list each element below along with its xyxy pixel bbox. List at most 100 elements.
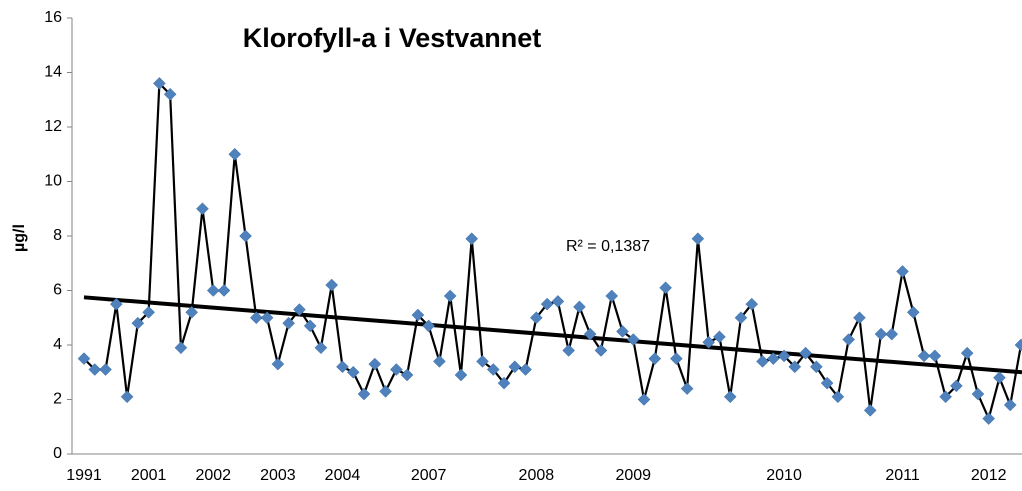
- y-tick-label: 4: [53, 336, 62, 353]
- data-point: [831, 390, 845, 404]
- data-point: [810, 360, 823, 374]
- data-point: [928, 349, 942, 363]
- data-point: [670, 352, 683, 365]
- data-point: [497, 376, 511, 390]
- y-tick-label: 14: [44, 64, 62, 81]
- data-point: [562, 344, 576, 357]
- x-tick-label: 2009: [615, 467, 651, 484]
- data-point: [379, 384, 392, 398]
- x-tick-label: 2008: [519, 467, 555, 484]
- data-point: [389, 363, 403, 376]
- y-tick-label: 16: [44, 9, 62, 26]
- data-point: [842, 333, 856, 346]
- data-point: [368, 357, 382, 371]
- data-point: [529, 311, 543, 325]
- y-tick-label: 0: [53, 445, 62, 462]
- data-point: [239, 229, 252, 243]
- y-tick-label: 8: [53, 227, 62, 244]
- data-line: [83, 80, 1022, 422]
- data-point: [120, 390, 134, 404]
- data-point: [465, 232, 479, 246]
- data-point: [982, 412, 996, 425]
- data-point: [573, 300, 586, 314]
- x-tick-label: 2003: [260, 467, 296, 484]
- y-tick-label: 6: [53, 282, 62, 299]
- data-point: [756, 354, 769, 368]
- data-point: [486, 363, 500, 376]
- data-point: [637, 393, 651, 406]
- y-tick-label: 2: [53, 391, 62, 408]
- x-tick-label: 1991: [66, 467, 102, 484]
- data-point: [906, 305, 920, 319]
- data-point: [702, 335, 716, 349]
- y-tick-label: 12: [44, 118, 62, 135]
- data-point: [788, 360, 802, 374]
- data-point: [346, 365, 360, 379]
- data-point: [249, 311, 263, 325]
- data-point: [885, 327, 899, 341]
- data-point: [422, 319, 435, 333]
- data-point: [680, 382, 694, 395]
- data-point: [411, 308, 425, 322]
- data-point: [99, 363, 112, 376]
- data-point: [777, 349, 791, 363]
- data-point: [551, 295, 565, 308]
- data-point: [1003, 398, 1017, 412]
- trend-line: [83, 295, 1022, 375]
- data-point: [766, 352, 780, 365]
- data-point: [109, 297, 123, 311]
- data-point: [185, 305, 199, 319]
- data-point: [77, 352, 91, 365]
- x-tick-label: 2010: [766, 467, 802, 484]
- data-point: [260, 311, 274, 325]
- data-point: [271, 357, 285, 371]
- x-tick-label: 2011: [885, 467, 920, 484]
- data-point: [820, 376, 834, 390]
- data-point: [691, 232, 705, 246]
- data-point: [336, 360, 349, 374]
- x-tick-label: 2007: [411, 467, 447, 484]
- data-point: [519, 363, 532, 376]
- data-point: [950, 379, 963, 393]
- data-point: [863, 404, 877, 417]
- data-point: [174, 341, 188, 355]
- data-point: [303, 319, 317, 333]
- data-point: [163, 87, 177, 101]
- y-axis-label: µg/l: [11, 224, 28, 252]
- data-point: [476, 354, 489, 368]
- data-point: [734, 311, 748, 325]
- data-point: [1014, 338, 1022, 352]
- data-point: [282, 316, 295, 330]
- data-point: [454, 368, 468, 382]
- data-point: [659, 281, 672, 295]
- data-point: [594, 344, 608, 357]
- data-point: [540, 297, 554, 311]
- data-point: [745, 297, 759, 311]
- x-tick-label: 2001: [131, 467, 167, 484]
- data-point: [971, 387, 985, 401]
- data-point: [648, 352, 662, 365]
- data-point: [616, 325, 629, 338]
- data-point: [723, 390, 737, 404]
- data-point: [443, 289, 457, 303]
- data-point: [325, 278, 339, 292]
- data-point: [142, 305, 155, 319]
- x-tick-label: 2002: [195, 467, 231, 484]
- data-point: [993, 371, 1006, 385]
- data-point: [960, 346, 974, 360]
- chart-title: Klorofyll-a i Vestvannet: [243, 23, 542, 53]
- y-tick-label: 10: [44, 173, 62, 190]
- data-point: [713, 330, 726, 344]
- data-point: [217, 284, 231, 297]
- data-point: [153, 77, 166, 90]
- data-point: [357, 387, 371, 401]
- data-point: [583, 327, 597, 341]
- data-point: [799, 346, 812, 360]
- data-point: [293, 303, 306, 316]
- data-point: [400, 368, 414, 382]
- x-tick-label: 2004: [325, 467, 361, 484]
- data-point: [196, 202, 209, 216]
- annotation: R² = 0,1387: [566, 238, 650, 255]
- data-point: [88, 363, 102, 376]
